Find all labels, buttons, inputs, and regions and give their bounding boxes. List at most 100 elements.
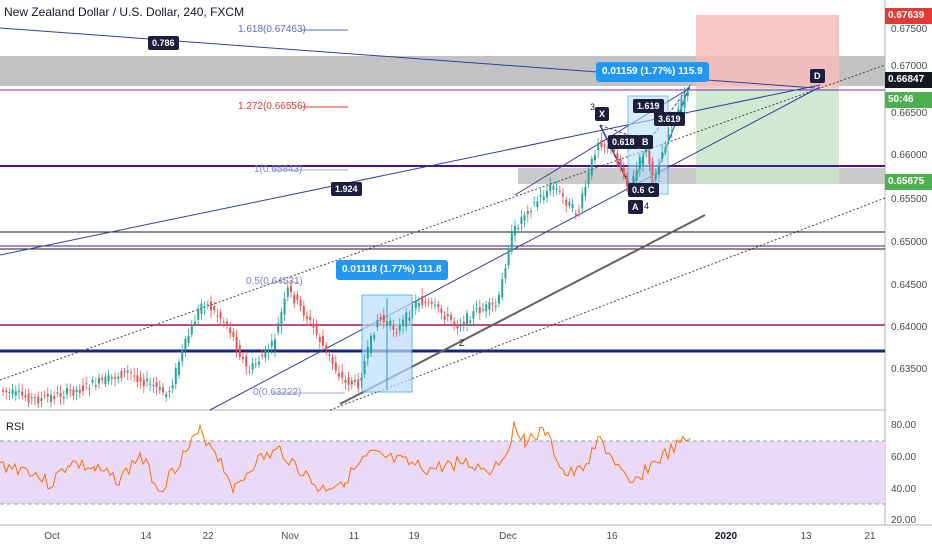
candle-body — [600, 140, 603, 148]
candle-body — [405, 312, 408, 327]
candle-body — [565, 199, 568, 206]
candle-body — [293, 294, 296, 304]
ratio-tag-0786[interactable]: 0.786 — [148, 36, 179, 50]
rsi-label[interactable]: RSI — [6, 421, 25, 433]
candle-body — [2, 390, 4, 392]
candle-body — [197, 309, 200, 320]
candle-body — [386, 321, 388, 327]
candle-body — [43, 395, 46, 397]
time-tick: 13 — [800, 531, 812, 542]
candle-body — [219, 312, 222, 319]
fib-label-1272[interactable]: 1.272(0.66556) — [238, 101, 306, 112]
candle-body — [558, 190, 561, 192]
candle-body — [302, 306, 305, 316]
price-tick: 0.67500 — [891, 24, 928, 35]
candle-body — [328, 354, 331, 356]
price-tick: 0.63500 — [891, 364, 928, 375]
candle-body — [280, 312, 283, 327]
price-tick: 0.67000 — [891, 61, 928, 72]
dotted-channel-lower[interactable] — [329, 197, 886, 411]
harmonic-point-x[interactable]: X — [595, 107, 610, 121]
candle-body — [373, 335, 376, 339]
harmonic-point-d[interactable]: D — [810, 69, 825, 83]
candle-body — [562, 193, 564, 197]
candle-body — [370, 335, 372, 354]
ratio-tag-1619[interactable]: 1.619 — [633, 99, 664, 113]
ratio-tag-3619[interactable]: 3.619 — [654, 112, 685, 126]
candle-body — [85, 383, 88, 385]
candle-body — [382, 314, 385, 323]
candle-body — [104, 376, 107, 385]
wave-label-4[interactable]: 4 — [644, 201, 650, 211]
candle-body — [136, 375, 139, 383]
candle-body — [27, 393, 30, 403]
candle-body — [376, 319, 379, 328]
candle-body — [507, 250, 510, 266]
time-tick: 22 — [202, 531, 214, 542]
chart-title[interactable]: New Zealand Dollar / U.S. Dollar, 240, F… — [4, 5, 245, 19]
fib-label-0[interactable]: 0(0.63222) — [253, 387, 302, 398]
candle-body — [325, 345, 328, 350]
candle-body — [350, 380, 353, 385]
candle-body — [677, 108, 680, 113]
ratio-tag-1924[interactable]: 1.924 — [331, 182, 362, 196]
price-tag-last[interactable]: 0.66847 — [885, 72, 932, 88]
wave-label-3[interactable]: 3 — [590, 102, 596, 112]
candle-body — [421, 296, 424, 306]
candle-body — [229, 327, 232, 334]
candle-body — [498, 294, 500, 304]
candle-body — [270, 341, 273, 347]
candle-body — [203, 306, 206, 308]
fib-label-1[interactable]: 1(0.65843) — [254, 164, 303, 175]
candle-body — [107, 374, 110, 382]
take-profit-zone[interactable] — [696, 88, 839, 184]
ratio-tag-0618[interactable]: 0.618 — [608, 135, 639, 149]
candle-body — [517, 228, 520, 230]
candle-body — [654, 174, 657, 179]
candle-body — [258, 361, 260, 365]
candle-body — [75, 389, 78, 392]
candle-body — [411, 309, 414, 312]
ratio-tag-06[interactable]: 0.6 — [628, 183, 649, 197]
fib-label-05[interactable]: 0.5(0.64531) — [246, 276, 303, 287]
candle-body — [597, 142, 600, 151]
wave-label-z[interactable]: Z — [459, 338, 465, 348]
price-tag-entry[interactable]: 0.65675 — [885, 174, 932, 190]
candle-body — [453, 321, 456, 324]
harmonic-point-b[interactable]: B — [638, 135, 653, 149]
candle-body — [344, 380, 347, 383]
candle-body — [162, 387, 164, 393]
candle-body — [277, 323, 280, 333]
candle-body — [437, 304, 440, 307]
candle-body — [622, 167, 625, 177]
fib-label-1618[interactable]: 1.618(0.67463) — [238, 24, 306, 35]
candle-body — [232, 331, 235, 338]
dotted-channel-upper[interactable] — [0, 64, 886, 381]
price-tick: 0.66500 — [891, 108, 928, 119]
candle-body — [530, 211, 532, 213]
candle-body — [66, 387, 68, 395]
channel-line-mid[interactable] — [209, 86, 821, 411]
candle-body — [357, 379, 360, 389]
measure-label-upper[interactable]: 0.01159 (1.77%) 115.9 — [596, 62, 709, 82]
candle-body — [126, 370, 129, 373]
harmonic-point-a[interactable]: A — [628, 200, 643, 214]
price-tag-stop-loss[interactable]: 0.67639 — [885, 8, 932, 24]
candle-body — [510, 231, 513, 252]
candle-body — [8, 392, 11, 394]
time-tick: 16 — [606, 531, 618, 542]
rsi-tick: 60.00 — [891, 452, 917, 463]
candle-body — [472, 311, 475, 319]
candle-body — [152, 384, 155, 387]
candle-body — [680, 98, 683, 115]
candle-body — [398, 324, 401, 332]
candle-body — [50, 394, 52, 403]
candle-body — [286, 287, 289, 297]
time-tick: 11 — [348, 531, 360, 542]
candle-body — [261, 354, 264, 357]
harmonic-point-c[interactable]: C — [644, 183, 659, 197]
candle-body — [165, 394, 168, 397]
candle-body — [184, 338, 187, 351]
measure-label-lower[interactable]: 0.01118 (1.77%) 111.8 — [336, 260, 448, 280]
